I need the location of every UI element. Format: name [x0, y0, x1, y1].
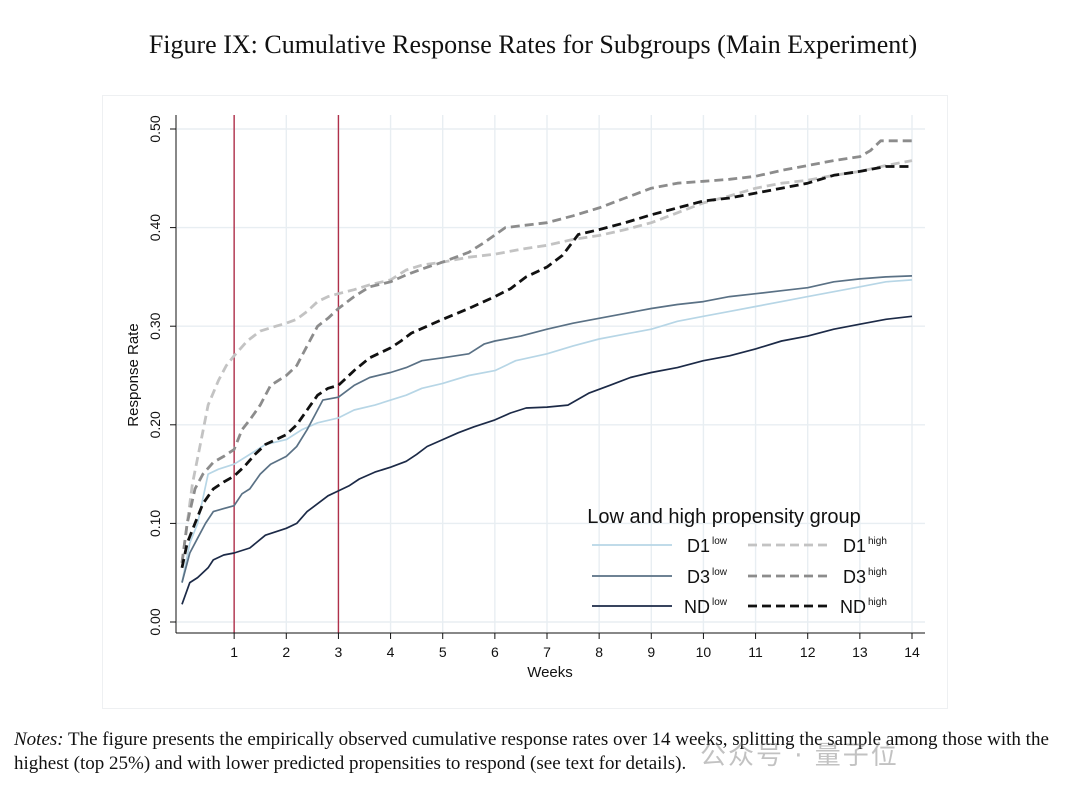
x-tick-label: 9	[647, 644, 655, 660]
y-tick-label: 0.10	[147, 510, 163, 537]
legend-label-d1-high: D1	[843, 536, 866, 556]
legend-label-d3-low: D3	[687, 567, 710, 587]
notes-text: The figure presents the empirically obse…	[14, 729, 1049, 774]
tick-labels: 0.000.100.200.300.400.501 2 3 4 5 6 7 8 9 10 11 12 1…	[147, 115, 920, 660]
y-tick-label: 0.50	[147, 115, 163, 142]
y-axis-title: Response Rate	[125, 323, 142, 426]
series-line-nd-high	[180, 165, 912, 569]
legend: Low and high propensity group D1 low D1 hig…	[587, 506, 887, 617]
legend-label-d3-high: D3	[843, 567, 866, 587]
x-tick-label: 7	[543, 644, 551, 660]
x-tick-label: 4	[387, 644, 395, 660]
legend-label-nd-high: ND	[840, 597, 866, 617]
y-tick-label: 0.40	[147, 214, 163, 241]
x-tick-label: 1	[230, 644, 238, 660]
notes-label: Notes:	[14, 729, 64, 750]
legend-sup-d3-low: low	[712, 567, 728, 578]
legend-title: Low and high propensity group	[587, 506, 861, 528]
legend-sup-d1-low: low	[712, 536, 728, 547]
legend-sup-nd-low: low	[712, 597, 728, 608]
x-tick-label: 13	[852, 644, 868, 660]
figure-notes: Notes: The figure presents the empirical…	[14, 728, 1054, 776]
legend-sup-nd-high: high	[868, 597, 887, 608]
x-tick-label: 10	[696, 644, 712, 660]
x-tick-label: 8	[595, 644, 603, 660]
reference-lines	[233, 115, 340, 633]
watermark: 公众号 · 量子位	[700, 741, 899, 771]
y-tick-label: 0.00	[147, 608, 163, 635]
legend-sup-d3-high: high	[868, 567, 887, 578]
series-line-d3-high	[180, 139, 912, 563]
x-tick-label: 14	[904, 644, 920, 660]
legend-label-d1-low: D1	[687, 536, 710, 556]
legend-sup-d1-high: high	[868, 536, 887, 547]
x-tick-label: 2	[282, 644, 290, 660]
x-tick-label: 12	[800, 644, 816, 660]
y-tick-label: 0.20	[147, 411, 163, 438]
series-layer	[180, 139, 913, 605]
series-line-d3-low	[181, 275, 913, 583]
x-axis-title: Weeks	[527, 664, 573, 681]
series-line-d1-low	[181, 279, 913, 583]
x-tick-label: 11	[748, 644, 763, 660]
series-line-d1-high	[180, 159, 913, 563]
x-tick-label: 5	[439, 644, 447, 660]
x-tick-label: 3	[335, 644, 343, 660]
figure-title: Figure IX: Cumulative Response Rates for…	[148, 30, 918, 59]
legend-label-nd-low: ND	[684, 597, 710, 617]
x-tick-label: 6	[491, 644, 499, 660]
y-tick-label: 0.30	[147, 312, 163, 339]
axes	[175, 115, 925, 634]
series-line-nd-low	[181, 315, 913, 605]
